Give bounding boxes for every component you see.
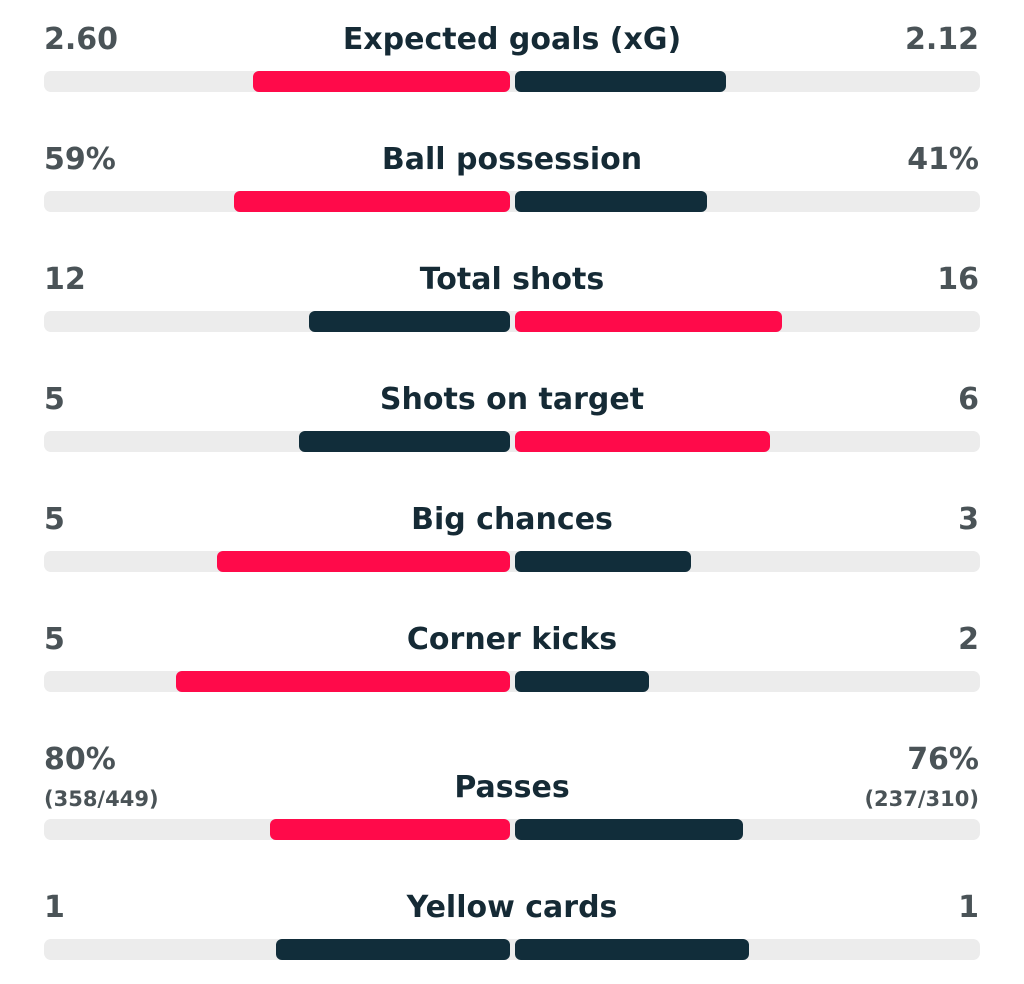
stat-bar-track (44, 819, 980, 840)
stat-row: 5 3 Big chances (0, 480, 1024, 580)
away-stat-bar (515, 71, 726, 92)
stat-bar-track (44, 671, 980, 692)
away-value: 6 (958, 382, 979, 417)
home-stat-bar (309, 311, 510, 332)
home-value: 2.60 (44, 22, 119, 57)
stat-bar-track (44, 939, 980, 960)
stat-label: Shots on target (379, 382, 645, 417)
away-stat-bar (515, 551, 691, 572)
home-stat-bar (253, 71, 510, 92)
away-stat-bar (515, 191, 707, 212)
stat-label: Ball possession (381, 142, 643, 177)
away-value: 2.12 (904, 22, 979, 57)
stat-row: 59% 41% Ball possession (0, 120, 1024, 220)
away-stat-bar (515, 311, 782, 332)
home-value: 12 (44, 262, 86, 297)
stat-label: Big chances (411, 502, 613, 537)
stat-bar-track (44, 551, 980, 572)
home-stat-bar (217, 551, 510, 572)
stat-row: 5 2 Corner kicks (0, 600, 1024, 700)
stat-row: 2.60 2.12 Expected goals (xG) (0, 0, 1024, 100)
away-stat-bar (515, 431, 770, 452)
away-value: 76% (907, 742, 979, 777)
home-stat-bar (234, 191, 510, 212)
stat-row: 80% 76% (358/449) (237/310) Passes (0, 720, 1024, 860)
stat-label: Expected goals (xG) (342, 22, 682, 57)
home-stat-bar (299, 431, 510, 452)
away-value: 1 (958, 890, 979, 925)
away-value: 2 (958, 622, 979, 657)
stat-row: 12 16 Total shots (0, 240, 1024, 340)
away-stat-bar (515, 939, 749, 960)
home-stat-bar (176, 671, 510, 692)
away-stat-bar (515, 671, 649, 692)
stat-label: Total shots (419, 262, 605, 297)
home-value: 59% (44, 142, 116, 177)
stat-label: Yellow cards (406, 890, 618, 925)
home-value: 5 (44, 622, 65, 657)
away-stat-bar (515, 819, 743, 840)
home-stat-bar (270, 819, 510, 840)
stat-row: 5 6 Shots on target (0, 360, 1024, 460)
stat-row: 1 1 Yellow cards (0, 868, 1024, 968)
home-value: 80% (44, 742, 116, 777)
stat-bar-track (44, 71, 980, 92)
stat-bar-track (44, 191, 980, 212)
stat-bar-track (44, 431, 980, 452)
away-sub-value: (237/310) (864, 787, 979, 811)
away-value: 41% (907, 142, 979, 177)
home-stat-bar (276, 939, 510, 960)
home-sub-value: (358/449) (44, 787, 159, 811)
away-value: 3 (958, 502, 979, 537)
stat-bar-track (44, 311, 980, 332)
home-value: 1 (44, 890, 65, 925)
home-value: 5 (44, 382, 65, 417)
home-value: 5 (44, 502, 65, 537)
stat-label: Corner kicks (406, 622, 618, 657)
away-value: 16 (937, 262, 979, 297)
stat-label: Passes (454, 770, 570, 805)
